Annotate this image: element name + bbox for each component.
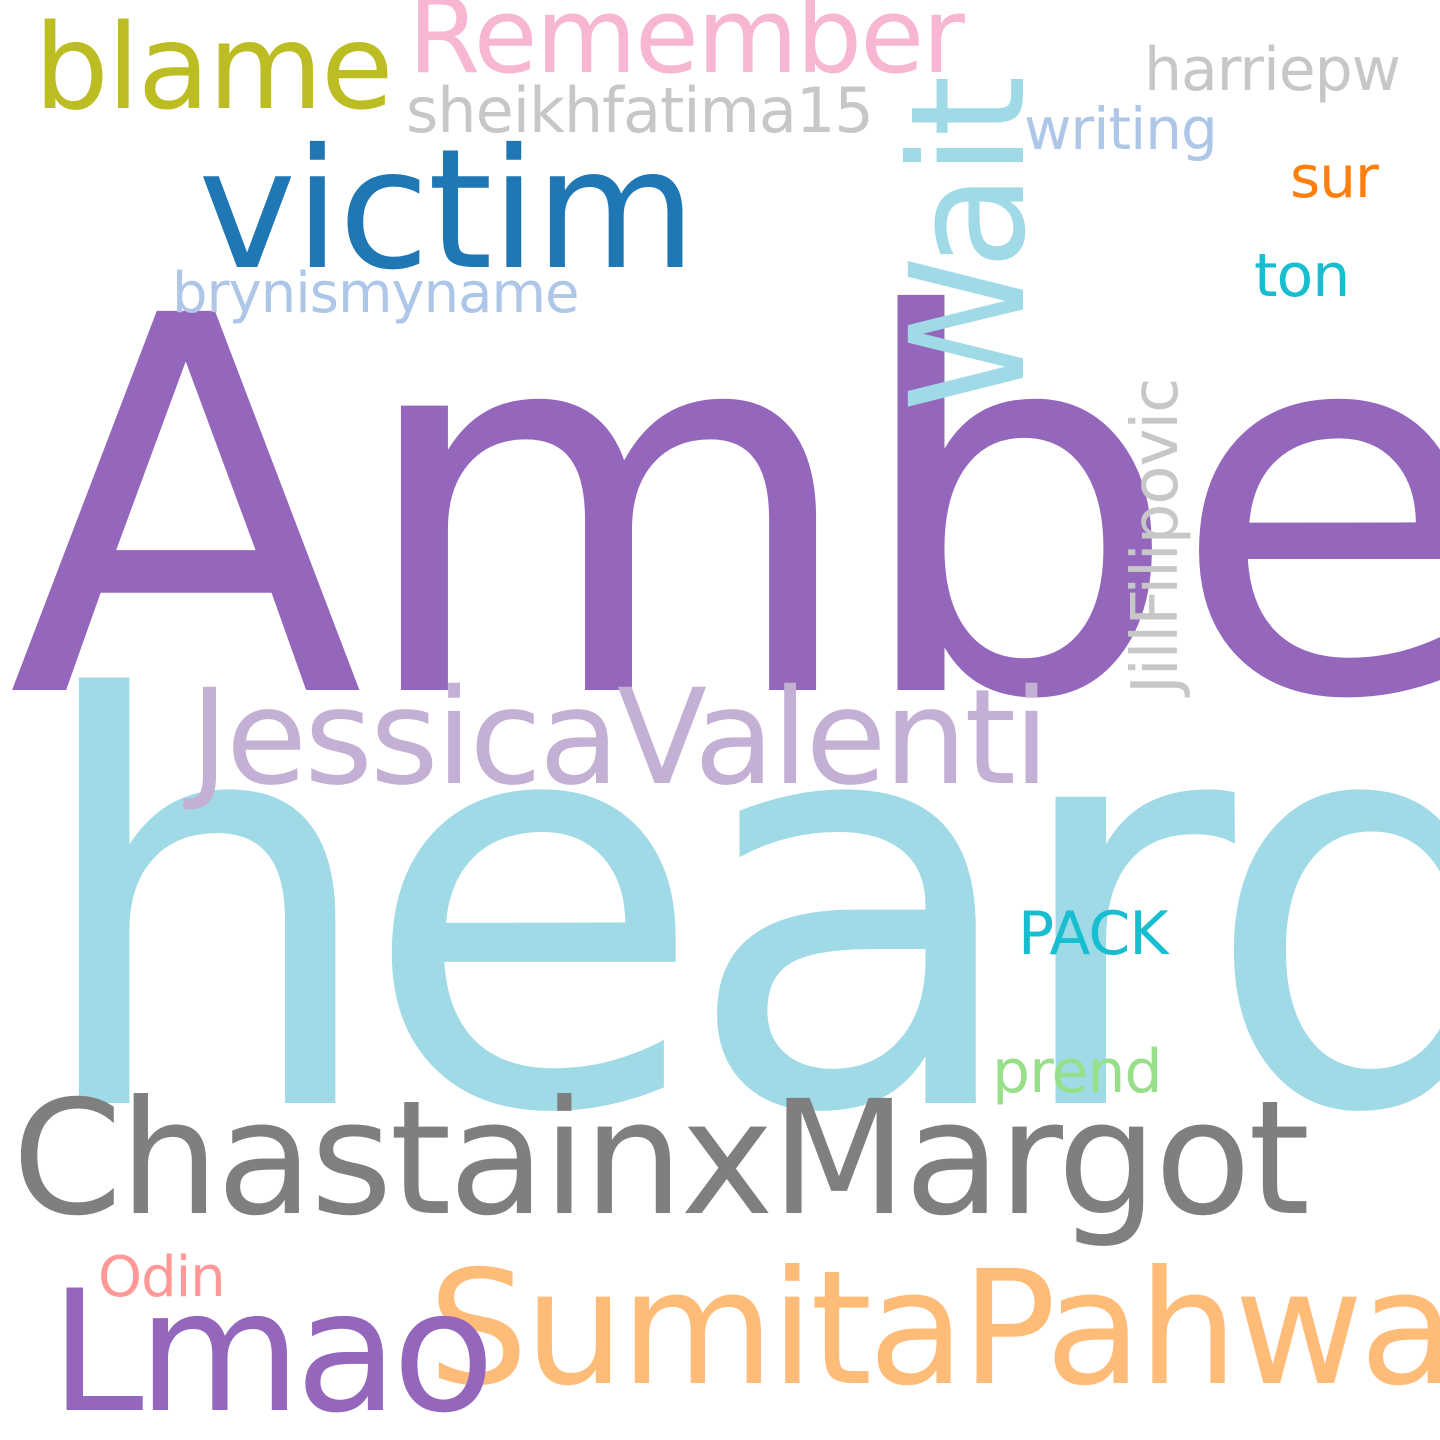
word-sheikhfatima15: sheikhfatima15: [406, 74, 874, 147]
word-harriepw: harriepw: [1144, 35, 1401, 105]
word-remember: Remember: [408, 0, 965, 97]
word-heard: heard: [28, 584, 1440, 1236]
word-writing: writing: [1024, 95, 1218, 163]
word-lmao: Lmao: [50, 1254, 495, 1440]
word-jessicavalenti: JessicaValenti: [190, 661, 1050, 815]
word-brynismyname: brynismyname: [172, 261, 579, 326]
word-amber: Amber: [8, 207, 1440, 813]
word-ton: ton: [1254, 241, 1350, 311]
word-jillfilipovic: JillFilipovic: [1119, 378, 1193, 694]
word-odin: Odin: [98, 1245, 226, 1310]
word-prend: prend: [992, 1037, 1162, 1107]
word-victim: victim: [198, 114, 697, 307]
word-sumitapahwa: SumitaPahwa: [428, 1237, 1440, 1421]
word-blame: blame: [34, 0, 394, 136]
word-sur: sur: [1290, 143, 1379, 211]
word-pack: PACK: [1018, 899, 1169, 969]
word-chastainxmargot: ChastainxMargot: [12, 1067, 1310, 1251]
